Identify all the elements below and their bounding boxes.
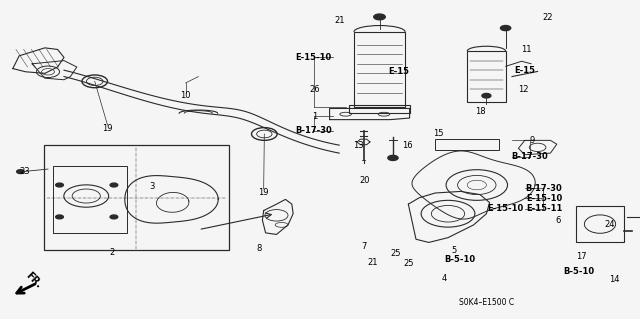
Text: 14: 14 [609, 275, 620, 284]
Circle shape [17, 170, 24, 174]
Text: 8: 8 [257, 244, 262, 253]
Text: 23: 23 [19, 167, 29, 176]
Text: 10: 10 [180, 91, 191, 100]
Text: FR.: FR. [24, 270, 43, 290]
Bar [349, 105, 410, 113]
Text: B-5-10: B-5-10 [564, 267, 595, 276]
Text: 17: 17 [576, 252, 586, 261]
Circle shape [374, 14, 385, 20]
Circle shape [500, 26, 511, 31]
Text: B-5-10: B-5-10 [444, 256, 475, 264]
Circle shape [110, 215, 118, 219]
Text: E-15-10: E-15-10 [488, 204, 524, 213]
Text: 4: 4 [442, 274, 447, 283]
Text: 26: 26 [310, 85, 320, 94]
Text: 9: 9 [530, 136, 535, 145]
Text: E-15-10: E-15-10 [526, 194, 562, 203]
Text: E-15-11: E-15-11 [526, 204, 562, 213]
Text: S0K4–E1500 C: S0K4–E1500 C [459, 298, 514, 307]
Text: E-15: E-15 [515, 66, 535, 75]
Text: 5: 5 [452, 246, 457, 255]
Text: 1: 1 [312, 112, 317, 121]
Bar [467, 51, 506, 102]
Text: 25: 25 [390, 249, 401, 258]
Circle shape [388, 155, 398, 160]
Text: E-15-10: E-15-10 [296, 53, 332, 62]
Text: 16: 16 [402, 141, 412, 150]
Text: B-17-30: B-17-30 [525, 184, 563, 193]
Text: 13: 13 [353, 141, 364, 150]
Text: 3: 3 [150, 182, 155, 191]
Text: 24: 24 [605, 220, 615, 229]
Text: E-15: E-15 [388, 67, 409, 76]
Text: 21: 21 [367, 258, 378, 267]
Bar [435, 139, 499, 150]
Text: 20: 20 [360, 176, 370, 185]
Text: 15: 15 [433, 130, 444, 138]
Text: 22: 22 [542, 13, 552, 22]
Text: 19: 19 [259, 188, 269, 197]
Circle shape [56, 183, 63, 187]
Bar [354, 32, 405, 107]
Circle shape [56, 215, 63, 219]
Text: B-17-30: B-17-30 [511, 152, 548, 161]
Text: 11: 11 [521, 45, 531, 54]
Text: 19: 19 [102, 124, 113, 133]
Circle shape [482, 93, 491, 98]
Text: 12: 12 [518, 85, 528, 94]
Bar [576, 206, 624, 242]
Text: 2: 2 [109, 248, 115, 256]
Text: 7: 7 [361, 242, 366, 251]
Text: 25: 25 [403, 259, 413, 268]
Text: B-17-30: B-17-30 [295, 126, 332, 135]
Text: 6: 6 [556, 216, 561, 225]
Circle shape [110, 183, 118, 187]
Text: 21: 21 [334, 16, 344, 25]
Text: 18: 18 [475, 107, 485, 116]
Bar [44, 145, 229, 250]
